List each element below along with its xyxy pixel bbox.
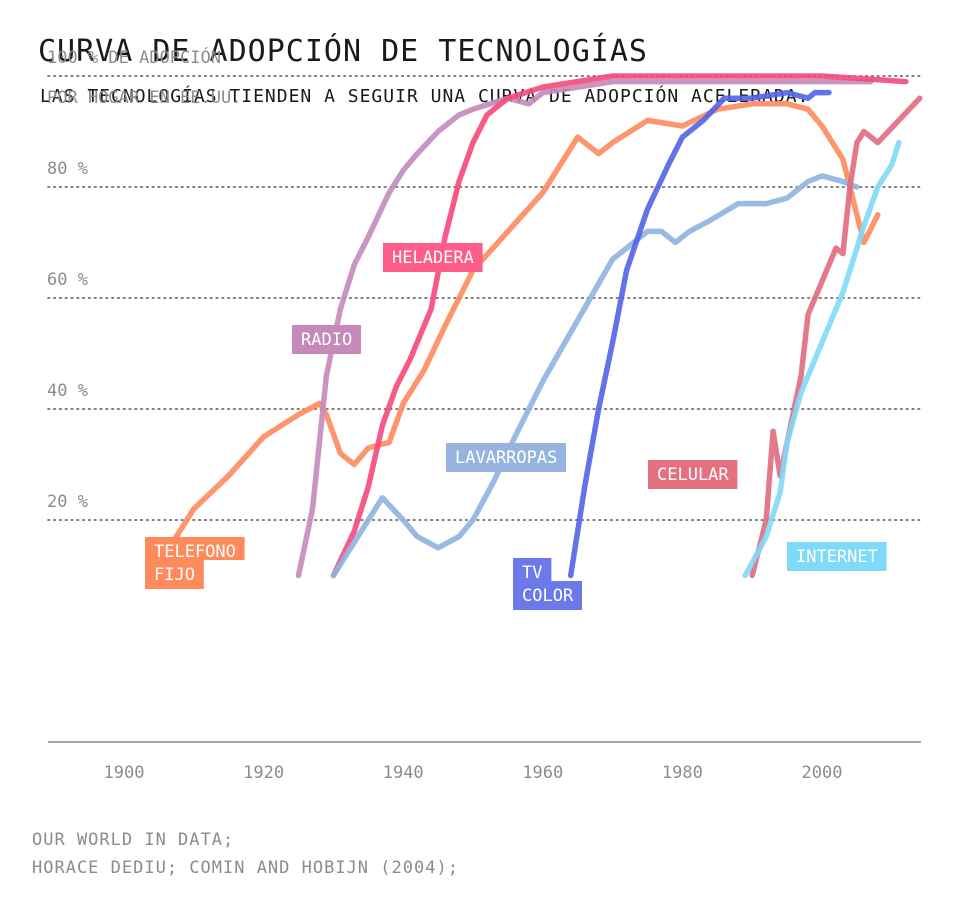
series-label-lavarropas: LAVARROPAS (446, 443, 566, 472)
series-line-heladera (330, 73, 909, 579)
series-label-heladera: HELADERA (383, 243, 483, 272)
y-tick-label: 60 % (47, 270, 88, 290)
adoption-chart: 20 % 40 % 60 % 80 % 100 % DE ADOPCIÓN POR HOG… (47, 46, 923, 783)
series-line-lavarropas (330, 173, 860, 579)
series-line-tv-color (567, 89, 832, 579)
series-label-text: HELADERA (392, 248, 474, 268)
gridlines (47, 75, 922, 521)
source-line: HORACE DEDIU; COMIN AND HOBIJN (2004); (32, 858, 459, 878)
series-label-text: RADIO (301, 330, 352, 350)
series-label-box (648, 460, 738, 489)
series-line-celular (749, 95, 923, 579)
series-lines (149, 73, 923, 579)
chart-subtitle: LAS TECNOLOGÍAS TIENDEN A SEGUIR UNA CUR… (40, 86, 810, 107)
y-axis-label: POR HOGAR EN EE.UU. (47, 88, 241, 108)
series-label-text: TELEFONO (154, 542, 236, 562)
x-axis-tick-labels: 1900 1920 1940 1960 1980 2000 (104, 763, 843, 783)
series-label-text: TV (522, 563, 542, 583)
source-note: OUR WORLD IN DATA; HORACE DEDIU; COMIN A… (32, 826, 459, 882)
series-label-celular: CELULAR (648, 460, 738, 489)
y-tick-label: 80 % (47, 159, 88, 179)
series-labels: TELEFONO FIJO RADIO HELADERA LAVARROPAS TV COL… (145, 243, 887, 610)
x-tick-label: 1920 (243, 763, 284, 783)
series-label-telefono-fijo: TELEFONO FIJO (145, 537, 245, 589)
series-label-internet: INTERNET (787, 542, 887, 571)
y-tick-label: 40 % (47, 381, 88, 401)
x-tick-label: 1980 (662, 763, 703, 783)
series-label-box (787, 542, 887, 571)
series-label-text: INTERNET (796, 547, 878, 567)
series-line-radio (295, 78, 874, 579)
series-label-box (145, 537, 245, 560)
series-label-radio: RADIO (292, 325, 361, 354)
series-label-text: CELULAR (657, 465, 729, 485)
x-tick-label: 1900 (104, 763, 145, 783)
source-line: OUR WORLD IN DATA; (32, 830, 235, 850)
y-tick-label: 20 % (47, 492, 88, 512)
series-label-box (292, 325, 361, 354)
series-label-text: COLOR (522, 586, 574, 606)
series-line-internet (742, 139, 902, 579)
series-label-box (145, 560, 204, 589)
series-label-box (513, 558, 552, 581)
series-label-text: FIJO (154, 565, 195, 585)
series-label-box (383, 243, 483, 272)
y-tick-label: 100 % DE ADOPCIÓN (47, 46, 221, 68)
series-label-text: LAVARROPAS (455, 448, 557, 468)
series-line-telefono-fijo (149, 101, 881, 579)
x-tick-label: 1940 (383, 763, 424, 783)
series-label-tv-color: TV COLOR (513, 558, 582, 610)
x-tick-label: 2000 (802, 763, 843, 783)
x-tick-label: 1960 (522, 763, 563, 783)
y-axis-tick-labels: 20 % 40 % 60 % 80 % 100 % DE ADOPCIÓN POR HOG… (47, 46, 241, 512)
series-label-box (446, 443, 566, 472)
series-label-box (513, 581, 582, 610)
chart-title: CURVA DE ADOPCIÓN DE TECNOLOGÍAS (38, 34, 648, 69)
